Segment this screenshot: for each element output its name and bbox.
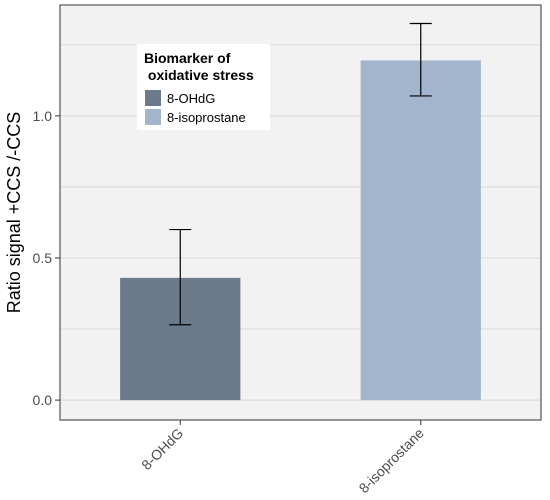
legend: Biomarker of oxidative stress 8-OHdG 8-i… bbox=[137, 44, 270, 130]
legend-key-8-ohdg bbox=[145, 90, 161, 106]
plot-border bbox=[59, 4, 542, 421]
y-axis-title: Ratio signal +CCS /-CCS bbox=[4, 112, 24, 314]
legend-title-line-1: Biomarker of bbox=[144, 50, 231, 66]
legend-label-8-ohdg: 8-OHdG bbox=[167, 91, 215, 106]
legend-label-8-isoprostane: 8-isoprostane bbox=[167, 110, 246, 125]
x-tick-label: 8-OHdG bbox=[138, 425, 186, 473]
y-axis: 0.0 0.5 1.0 bbox=[33, 108, 60, 408]
error-bars bbox=[169, 22, 432, 326]
legend-key-8-isoprostane bbox=[145, 109, 161, 125]
y-tick-label: 0.5 bbox=[33, 250, 53, 266]
bar-8-isoprostane bbox=[360, 60, 481, 401]
error-bar-8-isoprostane bbox=[409, 22, 432, 97]
y-tick-label: 0.0 bbox=[33, 392, 53, 408]
error-bar-8-ohdg bbox=[169, 228, 192, 326]
x-tick-label: 8-isoprostane bbox=[356, 425, 427, 496]
legend-title-line-2: oxidative stress bbox=[144, 67, 254, 83]
x-axis: 8-OHdG 8-isoprostane bbox=[138, 420, 427, 496]
y-tick-label: 1.0 bbox=[33, 108, 53, 124]
